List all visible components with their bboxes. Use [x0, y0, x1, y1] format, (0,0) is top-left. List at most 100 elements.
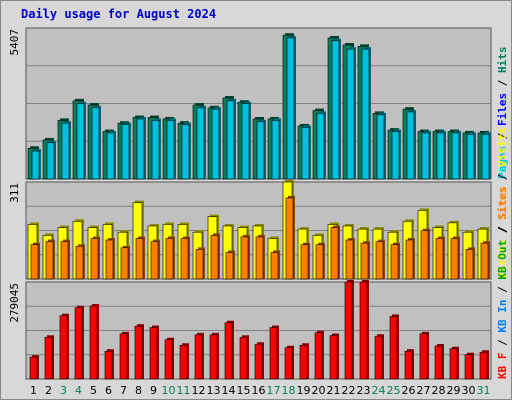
pages-bar: [121, 124, 130, 180]
kbytes-bar: [329, 335, 338, 380]
pages-bar: [451, 132, 460, 180]
day-label: 1: [30, 384, 37, 397]
pages-bar: [391, 131, 400, 180]
sites-bar: [450, 238, 459, 280]
pages-bar: [481, 134, 490, 180]
sites-bar: [315, 244, 324, 280]
sites-bar: [135, 238, 144, 280]
day-label: 9: [150, 384, 157, 397]
day-label: 31: [477, 384, 491, 397]
sites-bar: [30, 244, 39, 280]
sites-bar: [180, 238, 189, 280]
day-label: 20: [312, 384, 326, 397]
sites-bar: [90, 238, 99, 280]
pages-bar: [361, 48, 370, 180]
kbytes-bar: [434, 345, 443, 380]
sites-bar: [255, 236, 264, 280]
sites-bar: [480, 242, 489, 280]
pages-bar: [196, 107, 205, 180]
pages-bar: [211, 108, 220, 180]
kbytes-bar: [134, 325, 143, 380]
kbytes-bar: [224, 322, 233, 380]
kbytes-bar: [164, 339, 173, 380]
sites-bar: [330, 227, 339, 280]
sites-bar: [360, 242, 369, 280]
sites-bar: [300, 244, 309, 280]
kbytes-bar: [149, 327, 158, 380]
day-label: 13: [207, 384, 221, 397]
pages-bar: [256, 121, 265, 180]
day-label: 22: [342, 384, 356, 397]
kbytes-bar: [299, 344, 308, 380]
sites-bar: [150, 241, 159, 280]
kbytes-bar: [239, 336, 248, 380]
day-label: 15: [237, 384, 251, 397]
pages-bar: [136, 118, 145, 180]
kbytes-bar: [179, 344, 188, 380]
sites-bar: [60, 241, 69, 280]
kbytes-bar: [464, 354, 473, 380]
pages-bar: [166, 120, 175, 180]
day-label: 11: [177, 384, 191, 397]
pages-bar: [271, 120, 280, 180]
kbytes-bar: [104, 350, 113, 380]
panel-bottom-max-label: 279045: [8, 283, 21, 323]
day-label: 26: [402, 384, 416, 397]
day-label: 3: [60, 384, 67, 397]
sites-bar: [240, 236, 249, 280]
pages-bar: [106, 132, 115, 180]
day-label: 14: [222, 384, 236, 397]
kbytes-bar: [269, 327, 278, 380]
pages-bar: [436, 132, 445, 180]
day-label: 27: [417, 384, 431, 397]
sites-bar: [75, 245, 84, 280]
day-label: 28: [432, 384, 446, 397]
kbytes-bar: [209, 334, 218, 380]
kbytes-bar: [389, 316, 398, 380]
day-label: 21: [327, 384, 341, 397]
sites-bar: [105, 239, 114, 280]
kbytes-bar: [359, 281, 368, 380]
sites-bar: [210, 235, 219, 280]
day-label: 17: [267, 384, 281, 397]
sites-bar: [195, 249, 204, 280]
sites-bar: [420, 230, 429, 280]
sites-bar: [285, 197, 294, 280]
day-label: 29: [447, 384, 461, 397]
sites-bar: [270, 252, 279, 280]
sites-bar: [465, 249, 474, 280]
sites-bar: [405, 239, 414, 280]
day-label: 25: [387, 384, 401, 397]
kbytes-bar: [374, 335, 383, 380]
day-label: 8: [135, 384, 142, 397]
day-label: 23: [357, 384, 371, 397]
pages-bar: [241, 103, 250, 180]
day-label: 2: [45, 384, 52, 397]
day-label: 18: [282, 384, 296, 397]
pages-bar: [46, 142, 55, 180]
kbytes-bar: [479, 351, 488, 380]
pages-bar: [301, 127, 310, 180]
chart-title: Daily usage for August 2024: [21, 7, 217, 21]
panel-middle-legend: Visits / Sites: [496, 186, 509, 279]
kbytes-bar: [449, 348, 458, 380]
pages-bar: [91, 107, 100, 180]
pages-bar: [406, 111, 415, 180]
sites-bar: [345, 239, 354, 280]
panel-top-max-label: 5407: [8, 29, 21, 56]
pages-bar: [376, 114, 385, 180]
panel-middle-max-label: 311: [8, 183, 21, 203]
pages-bar: [226, 100, 235, 180]
pages-bar: [466, 134, 475, 180]
pages-bar: [316, 113, 325, 180]
kbytes-bar: [89, 305, 98, 380]
kbytes-bar: [314, 332, 323, 380]
sites-bar: [390, 244, 399, 280]
day-label: 19: [297, 384, 311, 397]
kbytes-bar: [254, 343, 263, 380]
day-label: 10: [162, 384, 176, 397]
day-label: 7: [120, 384, 127, 397]
day-label: 12: [192, 384, 206, 397]
kbytes-bar: [59, 315, 68, 380]
